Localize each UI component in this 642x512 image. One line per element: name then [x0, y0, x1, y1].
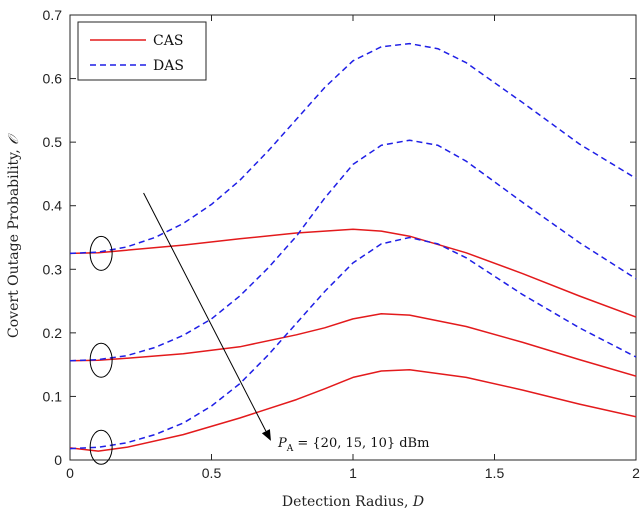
plot-area [69, 14, 637, 461]
x-tick-label: 1.5 [485, 465, 505, 481]
legend: CAS DAS [77, 21, 207, 81]
series-line-das-1 [69, 42, 637, 255]
series-layer [69, 42, 637, 452]
ellipse-marker-1 [89, 235, 113, 271]
x-axis-title: Detection Radius, D [282, 494, 424, 510]
ellipse-marker-3 [89, 429, 113, 465]
ellipse-markers [89, 235, 113, 465]
y-tick-label: 0.5 [43, 134, 63, 150]
series-line-cas-3 [69, 368, 637, 452]
series-line-cas-1 [69, 228, 637, 318]
y-axis-symbol: 𝒪 [6, 133, 22, 145]
y-axis-title: Covert Outage Probability, 𝒪 [6, 133, 22, 338]
power-annotation: PA = {20, 15, 10} dBm [277, 436, 429, 454]
y-tick-label: 0.6 [43, 71, 63, 87]
arrow-annotation [143, 192, 271, 441]
arrow-head [261, 429, 271, 441]
series-line-das-3 [69, 236, 637, 450]
series-line-cas-2 [69, 313, 637, 377]
x-tick-label: 1 [349, 465, 357, 481]
y-axis-title-text: Covert Outage Probability, [6, 145, 22, 338]
x-axis-title-text: Detection Radius, [282, 494, 413, 510]
x-axis-symbol: D [412, 494, 424, 510]
axis-ticks: 0 0.5 1 1.5 2 0 0.1 0.2 0.3 0.4 0.5 0.6 0.7 [43, 7, 641, 481]
x-tick-label: 0.5 [202, 465, 222, 481]
y-tick-label: 0.4 [43, 198, 63, 214]
arrow-line [143, 192, 267, 432]
y-tick-label: 0.3 [43, 261, 63, 277]
y-tick-label: 0 [54, 452, 62, 468]
legend-box [77, 21, 207, 81]
x-tick-label: 0 [66, 465, 74, 481]
x-tick-label: 2 [632, 465, 640, 481]
series-line-das-2 [69, 139, 637, 362]
legend-label-das: DAS [153, 58, 184, 74]
y-tick-label: 0.2 [43, 325, 63, 341]
y-tick-label: 0.7 [43, 7, 63, 23]
legend-label-cas: CAS [153, 33, 183, 49]
y-tick-label: 0.1 [43, 388, 63, 404]
ellipse-marker-2 [89, 342, 113, 378]
